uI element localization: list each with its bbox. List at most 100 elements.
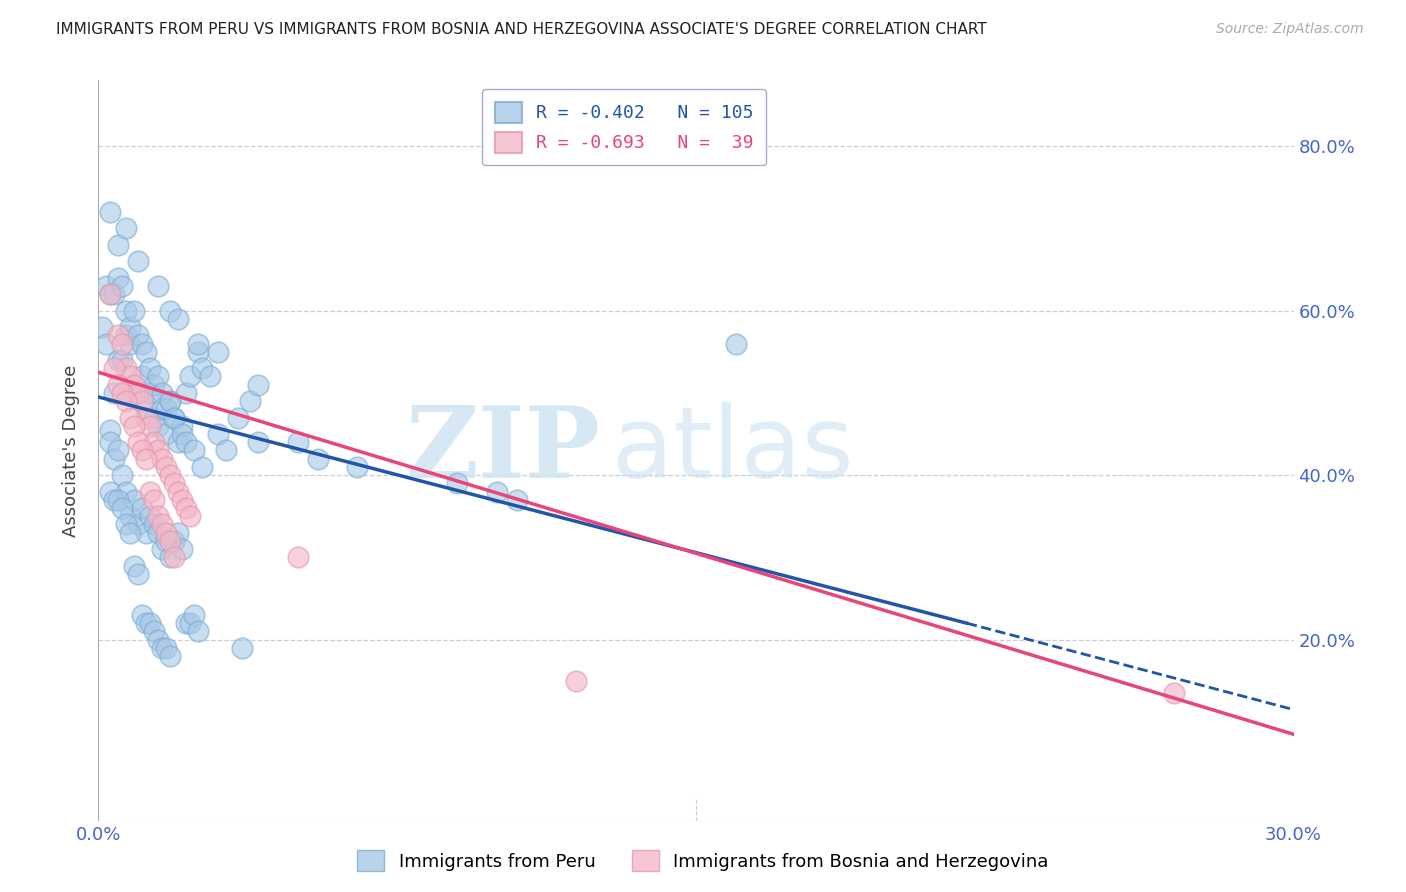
Point <box>246 435 269 450</box>
Point <box>107 237 129 252</box>
Text: Source: ZipAtlas.com: Source: ZipAtlas.com <box>1216 22 1364 37</box>
Point <box>183 443 205 458</box>
Point <box>163 410 186 425</box>
Point <box>115 517 138 532</box>
Point <box>174 501 197 516</box>
Point <box>246 377 269 392</box>
Point <box>139 418 162 433</box>
Point <box>127 517 149 532</box>
Point <box>98 484 122 499</box>
Point <box>107 443 129 458</box>
Point <box>98 287 122 301</box>
Point <box>111 385 134 400</box>
Point <box>127 254 149 268</box>
Point <box>148 525 170 540</box>
Point <box>124 492 146 507</box>
Point <box>163 550 186 565</box>
Point <box>198 369 221 384</box>
Point <box>287 435 309 450</box>
Point <box>143 410 166 425</box>
Point <box>103 451 125 466</box>
Point <box>172 418 194 433</box>
Point <box>124 558 146 573</box>
Point <box>120 525 142 540</box>
Point <box>167 435 190 450</box>
Point <box>111 279 134 293</box>
Point <box>131 607 153 622</box>
Point <box>135 525 157 540</box>
Point <box>143 377 166 392</box>
Point <box>207 427 229 442</box>
Point <box>148 443 170 458</box>
Point <box>143 492 166 507</box>
Point <box>150 451 173 466</box>
Point <box>163 410 186 425</box>
Point <box>179 616 201 631</box>
Point <box>120 369 142 384</box>
Point <box>239 394 262 409</box>
Point <box>98 205 122 219</box>
Point <box>120 336 142 351</box>
Point <box>143 624 166 639</box>
Point <box>103 492 125 507</box>
Point <box>103 361 125 376</box>
Point <box>107 377 129 392</box>
Point <box>167 484 190 499</box>
Point <box>155 402 177 417</box>
Point <box>127 385 149 400</box>
Point <box>174 435 197 450</box>
Point <box>135 451 157 466</box>
Point <box>148 279 170 293</box>
Point <box>155 525 177 540</box>
Point <box>231 640 253 655</box>
Point <box>150 542 173 557</box>
Point <box>111 336 134 351</box>
Point <box>107 328 129 343</box>
Point <box>148 418 170 433</box>
Point <box>346 459 368 474</box>
Point <box>148 632 170 647</box>
Point <box>127 566 149 581</box>
Point <box>159 550 181 565</box>
Point <box>148 509 170 524</box>
Text: IMMIGRANTS FROM PERU VS IMMIGRANTS FROM BOSNIA AND HERZEGOVINA ASSOCIATE'S DEGRE: IMMIGRANTS FROM PERU VS IMMIGRANTS FROM … <box>56 22 987 37</box>
Point <box>172 427 194 442</box>
Point <box>150 385 173 400</box>
Point <box>111 353 134 368</box>
Point <box>115 221 138 235</box>
Point <box>215 443 238 458</box>
Point <box>115 303 138 318</box>
Point <box>167 525 190 540</box>
Point <box>139 616 162 631</box>
Point <box>148 369 170 384</box>
Point <box>131 501 153 516</box>
Point <box>150 517 173 532</box>
Point <box>107 492 129 507</box>
Y-axis label: Associate's Degree: Associate's Degree <box>62 364 80 537</box>
Point <box>139 509 162 524</box>
Point <box>107 353 129 368</box>
Point <box>167 311 190 326</box>
Point <box>287 550 309 565</box>
Point <box>103 287 125 301</box>
Text: ZIP: ZIP <box>405 402 600 499</box>
Point <box>127 328 149 343</box>
Point <box>187 336 209 351</box>
Point <box>163 533 186 548</box>
Point <box>179 509 201 524</box>
Point <box>124 377 146 392</box>
Point <box>159 394 181 409</box>
Point <box>183 607 205 622</box>
Point <box>485 484 508 499</box>
Point <box>127 385 149 400</box>
Point <box>179 369 201 384</box>
Point <box>155 459 177 474</box>
Point <box>103 385 125 400</box>
Point <box>135 410 157 425</box>
Point <box>187 624 209 639</box>
Point <box>155 640 177 655</box>
Point <box>135 344 157 359</box>
Point <box>163 476 186 491</box>
Point <box>159 303 181 318</box>
Point <box>115 328 138 343</box>
